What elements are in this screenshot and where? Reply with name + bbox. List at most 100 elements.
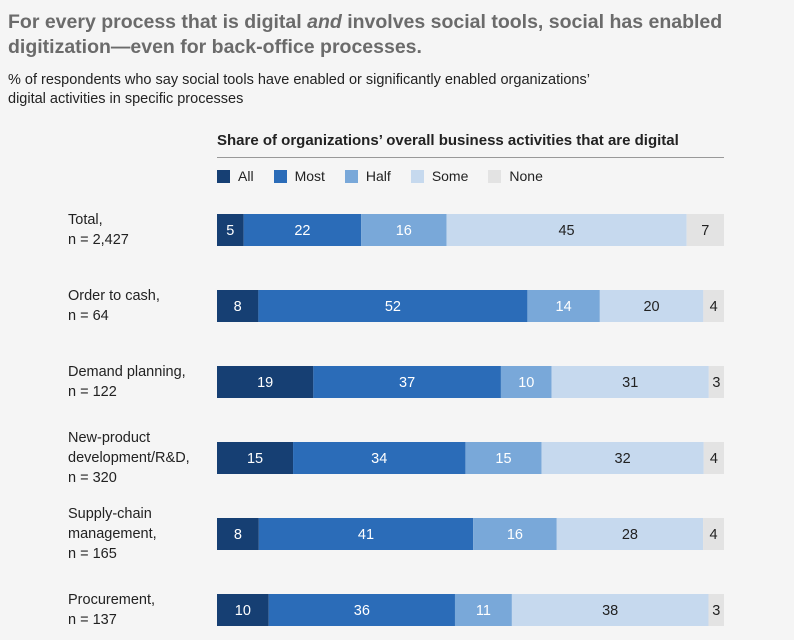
bar-segment-none [703, 518, 724, 550]
data-label: 4 [710, 451, 718, 467]
bar-segment-most [313, 366, 501, 398]
data-label: 16 [507, 527, 523, 543]
subtitle-line-2: digital activities in specific processes [8, 91, 244, 107]
data-label: 37 [399, 375, 415, 391]
category-label-line: Total, [68, 212, 103, 228]
data-label: 4 [710, 527, 718, 543]
data-label: 52 [385, 299, 401, 315]
bar-segment-half [473, 518, 557, 550]
bar-segment-some [511, 594, 709, 626]
category-label: Supply-chain management, n = 165 [68, 504, 213, 564]
category-label-line: n = 165 [68, 546, 117, 562]
bar-segment-all [217, 442, 294, 474]
chart-heading: Share of organizations’ overall business… [217, 132, 679, 149]
bar-segment-none [703, 442, 724, 474]
bar-segment-none [703, 290, 724, 322]
legend-swatch [273, 169, 287, 183]
data-label: 15 [495, 451, 511, 467]
legend-item-some: Some [410, 168, 469, 184]
bar-segment-all [217, 366, 314, 398]
bar-segment-some [599, 290, 704, 322]
category-label: New-product development/R&D, n = 320 [68, 428, 213, 488]
bar-segment-half [465, 442, 542, 474]
data-label: 19 [257, 375, 273, 391]
subtitle-line-1: % of respondents who say social tools ha… [8, 72, 590, 88]
category-label: Total, n = 2,427 [68, 210, 213, 250]
category-label-line: Supply-chain [68, 506, 152, 522]
bar-segment-most [258, 518, 474, 550]
data-label: 20 [643, 299, 659, 315]
data-label: 45 [558, 223, 574, 239]
legend-label: All [238, 168, 254, 184]
category-label-line: n = 122 [68, 384, 117, 400]
category-label-line: n = 2,427 [68, 232, 129, 248]
data-label: 7 [701, 223, 709, 239]
legend-item-none: None [488, 168, 543, 184]
legend-swatch [344, 169, 358, 183]
data-label: 32 [615, 451, 631, 467]
bar-segment-most [293, 442, 466, 474]
chart-title: For every process that is digital and in… [8, 10, 788, 60]
category-label: Order to cash, n = 64 [68, 286, 213, 326]
bar-segment-most [268, 594, 455, 626]
category-label-line: development/R&D, [68, 450, 190, 466]
bar-segment-half [500, 366, 552, 398]
data-label: 34 [371, 451, 387, 467]
bar-segment-some [551, 366, 709, 398]
data-label: 8 [234, 299, 242, 315]
legend-item-half: Half [344, 168, 391, 184]
data-label: 22 [294, 223, 310, 239]
category-label-line: management, [68, 526, 157, 542]
category-label-line: Procurement, [68, 592, 156, 608]
bar-segment-some [556, 518, 704, 550]
category-label-line: New-product [68, 430, 151, 446]
legend-swatch [217, 169, 230, 183]
category-label-line: Demand planning, [68, 364, 186, 380]
title-part-2: involves social tools, social has enable… [8, 11, 723, 58]
bar-segment-none [686, 214, 724, 246]
legend: All Most Half Some None [217, 167, 563, 185]
bar-segment-all [217, 594, 269, 626]
data-label: 31 [622, 375, 638, 391]
data-label: 3 [712, 603, 720, 619]
legend-swatch [410, 169, 424, 183]
data-label: 15 [247, 451, 263, 467]
data-label: 36 [354, 603, 370, 619]
data-label: 5 [226, 223, 234, 239]
data-label: 11 [476, 603, 491, 619]
title-emphasis: and [307, 11, 342, 33]
category-label-line: n = 64 [68, 308, 109, 324]
data-label: 10 [518, 375, 534, 391]
data-label: 10 [235, 603, 251, 619]
legend-item-most: Most [273, 168, 325, 184]
bar-segment-most [258, 290, 528, 322]
data-label: 8 [234, 527, 242, 543]
legend-label: Most [294, 168, 325, 184]
heading-divider [217, 157, 724, 158]
bar-segment-all [217, 214, 244, 246]
bar-segment-half [527, 290, 600, 322]
category-label-line: n = 137 [68, 612, 117, 628]
bar-segment-none [708, 366, 724, 398]
category-label-line: n = 320 [68, 470, 117, 486]
bar-segment-some [446, 214, 687, 246]
bar-segment-some [541, 442, 704, 474]
title-part-1: For every process that is digital [8, 11, 308, 33]
data-label: 14 [556, 299, 572, 315]
data-label: 4 [710, 299, 718, 315]
legend-label: None [509, 168, 543, 184]
data-label: 16 [396, 223, 412, 239]
legend-label: Half [365, 168, 391, 184]
category-label: Demand planning, n = 122 [68, 362, 213, 402]
bar-segment-all [217, 518, 259, 550]
legend-label: Some [431, 168, 469, 184]
category-label-line: Order to cash, [68, 288, 160, 304]
bar-segment-half [361, 214, 447, 246]
data-label: 38 [602, 603, 618, 619]
data-label: 3 [712, 375, 720, 391]
data-label: 41 [358, 527, 374, 543]
chart-subtitle: % of respondents who say social tools ha… [8, 71, 768, 109]
bar-segment-most [243, 214, 362, 246]
bar-segment-half [454, 594, 512, 626]
bar-segment-none [708, 594, 724, 626]
